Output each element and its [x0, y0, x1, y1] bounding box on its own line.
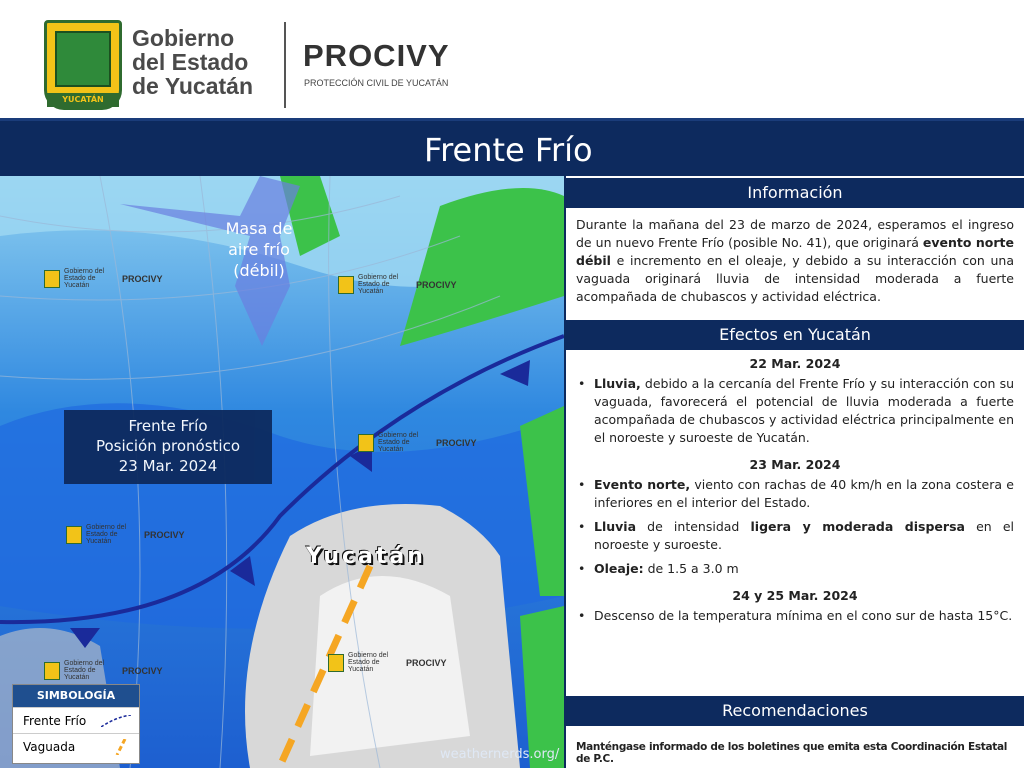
watermark: Gobierno del Estado de Yucatán PROCIVY	[358, 432, 477, 453]
effect-bold: ligera y moderada dispersa	[750, 519, 965, 534]
legend-title: SIMBOLOGÍA	[13, 685, 139, 707]
effects-date: 24 y 25 Mar. 2024	[732, 588, 858, 603]
effect-item: Oleaje: de 1.5 a 3.0 m	[576, 560, 1014, 578]
watermark: Gobierno del Estado de Yucatán PROCIVY	[338, 274, 457, 295]
watermark: Gobierno del Estado de Yucatán PROCIVY	[66, 524, 185, 545]
watermark-gov: Gobierno del Estado de Yucatán	[348, 652, 389, 673]
agency-subtitle: PROTECCIÓN CIVIL DE YUCATÁN	[304, 78, 449, 88]
gov-line-3: de Yucatán	[132, 73, 254, 99]
watermark: Gobierno del Estado de Yucatán PROCIVY	[44, 268, 163, 289]
government-name: Gobierno del Estado de Yucatán	[132, 26, 253, 98]
gov-line-2: del Estado	[132, 49, 249, 75]
gov-line-1: Gobierno	[132, 25, 235, 51]
recommendations-heading: Recomendaciones	[566, 696, 1024, 726]
watermark: Gobierno del Estado de Yucatán PROCIVY	[328, 652, 447, 673]
watermark-agency: PROCIVY	[122, 273, 163, 284]
effects-date: 23 Mar. 2024	[749, 457, 841, 472]
front-label-line: 23 Mar. 2024	[118, 457, 218, 475]
page-title: Frente Frío	[424, 131, 593, 169]
effect-text: de 1.5 a 3.0 m	[643, 561, 739, 576]
effect-item: Evento norte, viento con rachas de 40 km…	[576, 476, 1014, 512]
effect-item: Lluvia de intensidad ligera y moderada d…	[576, 518, 1014, 554]
page-title-bar: Frente Frío	[0, 118, 1024, 176]
effect-bold: Evento norte,	[594, 477, 691, 492]
effect-item: Descenso de la temperatura mínima en el …	[576, 607, 1014, 625]
recommendations-text: Manténgase informado de los boletines qu…	[576, 741, 1008, 765]
cold-front-line	[0, 334, 564, 625]
watermark-gov: Gobierno del Estado de Yucatán	[64, 660, 105, 681]
effect-text: viento con rachas de 40 km/h en la zona …	[594, 477, 1014, 510]
effect-text: en el noroeste y suroeste.	[594, 519, 1015, 552]
effect-text: Descenso de la temperatura mínima en el …	[594, 608, 1013, 623]
effect-bold: Lluvia,	[594, 376, 641, 391]
yucatan-coat-of-arms-logo: YUCATÁN	[44, 20, 122, 110]
info-text-part: e incremento en el oleaje, y debido a su…	[576, 253, 1014, 304]
map-legend: SIMBOLOGÍA Frente Frío Vaguada	[12, 684, 140, 764]
info-text-bold: evento norte débil	[576, 235, 1014, 268]
effects-body: 22 Mar. 2024 Lluvia, debido a la cercaní…	[566, 356, 1024, 696]
cold-air-mass-arrow	[120, 176, 300, 346]
front-symbol-icon	[101, 715, 131, 727]
weather-map: Masa de aire frío (débil) Frente Frío Po…	[0, 176, 564, 768]
map-credit: weathernerds.org/	[440, 747, 560, 762]
header: YUCATÁN Gobierno del Estado de Yucatán P…	[0, 0, 1024, 118]
watermark-agency: PROCIVY	[416, 279, 457, 290]
effect-text: de intensidad	[636, 519, 751, 534]
effect-item: Lluvia, debido a la cercanía del Frente …	[576, 375, 1014, 447]
effects-heading: Efectos en Yucatán	[566, 320, 1024, 350]
watermark: Gobierno del Estado de Yucatán PROCIVY	[44, 660, 163, 681]
info-panel: Información Durante la mañana del 23 de …	[564, 176, 1024, 768]
watermark-gov: Gobierno del Estado de Yucatán	[378, 432, 419, 453]
effects-date: 22 Mar. 2024	[749, 356, 841, 371]
effect-bold: Lluvia	[594, 519, 637, 534]
region-label: Yucatán	[306, 544, 426, 569]
front-label-line: Frente Frío	[128, 417, 208, 435]
divider	[284, 22, 286, 108]
info-heading: Información	[566, 178, 1024, 208]
front-label-line: Posición pronóstico	[95, 437, 241, 455]
air-mass-label: Masa de aire frío (débil)	[225, 219, 293, 280]
legend-item-trough: Vaguada	[13, 733, 139, 759]
watermark-gov: Gobierno del Estado de Yucatán	[358, 274, 399, 295]
watermark-gov: Gobierno del Estado de Yucatán	[64, 268, 105, 289]
watermark-agency: PROCIVY	[122, 665, 163, 676]
effect-text: debido a la cercanía del Frente Frío y s…	[594, 376, 1014, 445]
watermark-agency: PROCIVY	[144, 529, 185, 540]
watermark-gov: Gobierno del Estado de Yucatán	[86, 524, 127, 545]
legend-item-front: Frente Frío	[13, 707, 139, 733]
agency-name: PROCIVY	[303, 38, 450, 73]
legend-label: Frente Frío	[23, 714, 87, 728]
effect-bold: Oleaje:	[594, 561, 644, 576]
info-text: Durante la mañana del 23 de marzo de 202…	[566, 208, 1024, 320]
map-graphic	[0, 176, 564, 768]
watermark-agency: PROCIVY	[406, 657, 447, 668]
info-text-part: Durante la mañana del 23 de marzo de 202…	[576, 217, 1014, 250]
trough-symbol-icon	[115, 739, 127, 755]
legend-label: Vaguada	[23, 740, 76, 754]
watermark-agency: PROCIVY	[436, 437, 477, 448]
front-forecast-label: Frente Frío Posición pronóstico 23 Mar. …	[64, 410, 272, 484]
